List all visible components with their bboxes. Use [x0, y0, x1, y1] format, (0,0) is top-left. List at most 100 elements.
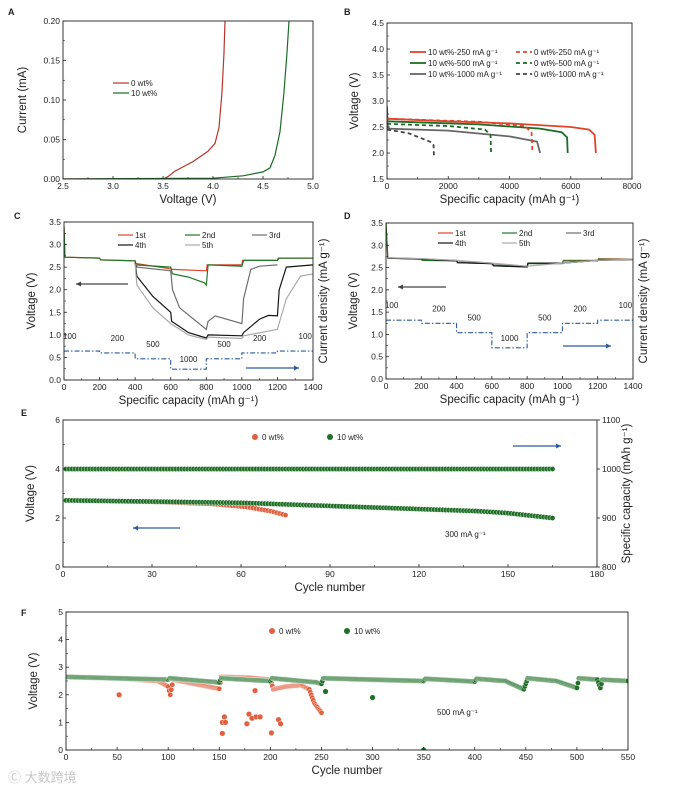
- x-tick-label: 8000: [623, 181, 642, 191]
- panel-letter: C: [14, 211, 21, 221]
- x-tick-label: 1400: [304, 382, 323, 392]
- x-tick-label: 6000: [561, 181, 580, 191]
- legend-label: 4th: [455, 239, 466, 248]
- left-arrow-head: [133, 525, 138, 531]
- legend: 10 wt%-250 mA g⁻¹ 10 wt%-500 mA g⁻¹ 10 wt%…: [410, 48, 604, 79]
- panel-a: A 2.5 3.0 3.5 4.0 4.5 5.0 0.00 0.05 0.10 0.15 0.20 V…: [8, 7, 319, 206]
- legend-label: 10 wt%: [131, 89, 157, 98]
- legend-label: 10 wt%-1000 mA g⁻¹: [428, 70, 502, 79]
- current-density-label: 200: [573, 304, 587, 313]
- legend-marker: [344, 628, 350, 634]
- x-tick-label: 60: [236, 569, 246, 579]
- panel-e: E 0 30 60 90 120 150 180 0 2 4 6 800 900 1000 1100 Cycle…: [21, 408, 633, 594]
- x-axis-label: Specific capacity (mAh g⁻¹): [119, 395, 259, 407]
- series-line-1: [387, 120, 569, 154]
- voltage-point: [575, 680, 581, 686]
- y-axis-label: Current (mA): [17, 67, 29, 134]
- legend-label: 10 wt%-500 mA g⁻¹: [428, 59, 498, 68]
- y-tick-label: 1.0: [49, 330, 61, 340]
- x-tick-label: 250: [314, 752, 328, 762]
- x-tick-label: 0: [61, 569, 66, 579]
- x-tick-label: 0: [384, 381, 389, 391]
- left-arrow-head: [76, 281, 81, 287]
- legend-label: 10 wt%: [354, 627, 380, 636]
- series-line-4: [387, 257, 633, 267]
- plot-frame: [63, 221, 314, 381]
- x-tick-label: 120: [412, 569, 426, 579]
- y-tick-label: 0.15: [43, 56, 60, 66]
- x-axis-label: Cycle number: [312, 765, 383, 777]
- y-tick-label: 2.5: [372, 122, 384, 132]
- outlier-point: [369, 694, 376, 701]
- voltage-point: [216, 685, 223, 692]
- x-tick-label: 0: [385, 181, 390, 191]
- current-density-label: 200: [111, 334, 125, 343]
- legend-label: 10 wt%-250 mA g⁻¹: [428, 48, 498, 57]
- x-tick-label: 150: [501, 569, 515, 579]
- plot-frame: [65, 611, 629, 751]
- outlier-point: [322, 688, 329, 695]
- y-tick-label: 3.0: [371, 240, 383, 250]
- y-axis-label: Voltage (V): [349, 72, 361, 129]
- plot-frame: [385, 222, 634, 380]
- current-density-label: 1000: [180, 355, 198, 364]
- outlier-point: [252, 687, 259, 694]
- panel-letter: D: [344, 211, 351, 221]
- panel-letter: F: [21, 608, 27, 618]
- legend-label: 0 wt%: [131, 79, 153, 88]
- series-line-4: [134, 263, 313, 341]
- voltage-point: [282, 512, 289, 518]
- plot-frame: [386, 22, 633, 180]
- y-tick-label: 0.5: [371, 352, 383, 362]
- voltage-point: [168, 686, 175, 693]
- x-axis-label: Cycle number: [295, 582, 366, 594]
- x-tick-label: 50: [112, 752, 122, 762]
- legend-marker: [269, 628, 275, 634]
- x-axis-label: Specific capacity (mAh g⁻¹): [440, 194, 580, 206]
- x-tick-label: 0: [62, 382, 67, 392]
- y-tick-label: 3: [58, 662, 63, 672]
- panel-letter: B: [344, 7, 351, 17]
- series-line-3: [134, 262, 313, 339]
- legend-label: 0 wt%: [279, 627, 301, 636]
- plot-frame: [62, 20, 314, 180]
- y-right-axis-label: Current density (mA g⁻¹): [318, 238, 330, 363]
- series-line-1: [63, 21, 290, 179]
- legend-label: 10 wt%: [337, 433, 363, 442]
- legend: 1st 2nd 3rd 4th 5th: [118, 231, 281, 250]
- outlier-point: [245, 711, 252, 718]
- x-tick-label: 2.5: [57, 181, 69, 191]
- outlier-point: [222, 719, 229, 726]
- current-density-label: 100: [619, 301, 633, 310]
- x-tick-label: 1000: [553, 381, 572, 391]
- x-tick-label: 600: [485, 381, 499, 391]
- panel-c: C 0 200 400 600 800 1000 1200 1400 0.0 0.5 1.0 1.5 2.…: [14, 211, 330, 407]
- y-tick-label: 2.0: [49, 285, 61, 295]
- legend-label: 0 wt%-500 mA g⁻¹: [534, 59, 599, 68]
- plot-area: [386, 223, 633, 349]
- x-tick-label: 550: [621, 752, 635, 762]
- x-tick-label: 1000: [232, 382, 251, 392]
- x-tick-label: 350: [417, 752, 431, 762]
- current-density-step-line: [386, 319, 633, 349]
- x-tick-label: 5.0: [307, 181, 319, 191]
- panel-f: F 0 50 100 150 200 250 300 350 400 450 500 550 0 1 2 3 4 5…: [21, 607, 635, 777]
- series-line-4: [387, 123, 492, 154]
- legend-label: 0 wt%-250 mA g⁻¹: [534, 48, 599, 57]
- legend-label: 2nd: [519, 229, 532, 238]
- right-arrow-head: [606, 343, 611, 349]
- y-tick-label: 4.0: [372, 44, 384, 54]
- x-tick-label: 0: [64, 752, 69, 762]
- y-tick-label: 0.0: [371, 374, 383, 384]
- right-arrow-head: [556, 443, 561, 449]
- x-tick-label: 400: [128, 382, 142, 392]
- x-tick-label: 500: [570, 752, 584, 762]
- y-tick-label: 0.00: [43, 174, 60, 184]
- outlier-point: [243, 720, 250, 727]
- legend-marker: [252, 434, 258, 440]
- y-tick-label: 1.5: [49, 307, 61, 317]
- y-tick-label: 2.5: [371, 263, 383, 273]
- y-tick-label: 3.5: [371, 218, 383, 228]
- y-tick-label: 2.0: [372, 148, 384, 158]
- y-tick-label: 4: [55, 464, 60, 474]
